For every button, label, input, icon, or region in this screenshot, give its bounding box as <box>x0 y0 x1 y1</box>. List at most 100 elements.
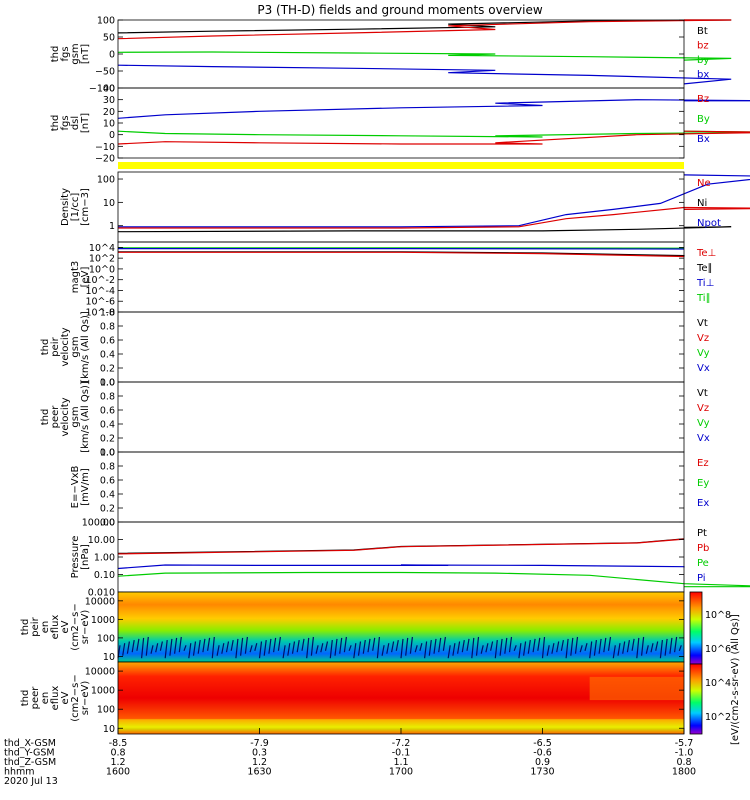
peir_eflux-ytick-label: 10 <box>103 652 115 663</box>
peir_eflux-ylabel-line: eflux <box>50 615 61 640</box>
fgs_gsm-ytick-label: 100 <box>97 16 115 27</box>
footer-value: -0.1 <box>392 748 411 759</box>
peer_velocity-ytick-label: 0.8 <box>100 392 115 403</box>
fgs_dsl-ytick-label: 40 <box>103 84 115 95</box>
efield-ytick-label: 0.4 <box>100 490 115 501</box>
pressure-ylabel-line: [nPa] <box>80 544 91 570</box>
density-ytick-label: 100 <box>97 175 115 186</box>
colorbar-label: [eV/(cm2-s-sr-eV) (All Qs)] <box>730 614 741 745</box>
peir_velocity-legend-Vt: Vt <box>697 318 708 329</box>
density-legend-Ne: Ne <box>697 178 711 189</box>
temperature-ytick-label: 10^4 <box>89 243 115 254</box>
fgs_dsl-ylabel-line: [nT] <box>80 113 91 133</box>
pressure-ytick-label: 10.00 <box>88 535 115 546</box>
efield-legend-Ex: Ex <box>697 498 709 509</box>
peer_eflux-ylabel-line: eflux <box>50 686 61 711</box>
pressure-ytick-label: 0.010 <box>88 588 115 599</box>
density-ylabel-line: [cm−3] <box>80 188 91 226</box>
series-density-Npot <box>118 174 750 228</box>
efield-ylabel: E=−VxB [mV/m] <box>70 466 91 509</box>
series-fgs_dsl-Bx <box>117 99 750 119</box>
efield-ylabel-line: E=−VxB <box>70 466 81 509</box>
footer-value: -7.2 <box>392 738 411 749</box>
footer-value: 1.2 <box>110 757 125 768</box>
colorbar-tick: 10^8 <box>705 610 731 621</box>
pressure-ylabel: Pressure [nPa] <box>70 536 91 579</box>
temperature-legend-Te⊥: Te⊥ <box>696 248 716 259</box>
fgs_gsm-ytick-label: −50 <box>95 67 115 78</box>
footer-value: 1630 <box>247 767 271 778</box>
temperature-ylabel-line: magt3 <box>70 261 81 294</box>
peer_eflux-ylabel: thd peer en eflux eV (cm2−s− sr−eV) <box>20 674 91 721</box>
peir_velocity-ytick-label: 0.6 <box>100 336 115 347</box>
fgs_gsm-frame <box>117 19 685 89</box>
fgs_gsm-ylabel-line: [nT] <box>80 44 91 64</box>
peer_velocity-ytick-label: 0.6 <box>100 406 115 417</box>
peir_eflux-ytick-label: 1000 <box>91 615 115 626</box>
peir_eflux-ytick-label: 10000 <box>85 596 115 607</box>
peir_velocity-legend-Vx: Vx <box>697 363 710 374</box>
fgs_gsm-legend-by: by <box>697 55 709 66</box>
density-ytick-label: 10 <box>103 198 115 209</box>
panel-pressure: 100.00 10.00 1.00 0.10 0.010 Pressure [nPa] Pt P… <box>70 518 750 599</box>
peer_eflux-ylabel-line: sr−eV) <box>80 681 91 716</box>
efield-legend-Ez: Ez <box>697 458 709 469</box>
panel-density: 100 10 1 Density [1/cc] [cm−3] Ne Ni Npot <box>60 171 750 243</box>
footer-value: 0.8 <box>110 748 125 759</box>
fgs_dsl-ylabel-line: thd <box>50 115 61 132</box>
temperature-ytick-label: 10^-2 <box>85 275 115 286</box>
pressure-ytick-label: 1.00 <box>94 553 115 564</box>
panel-peer_velocity: 1.0 0.8 0.6 0.4 0.2 0.0 thd peer velocity gsm [km/… <box>40 378 710 459</box>
peer_velocity-frame <box>117 381 685 453</box>
pressure-frame <box>117 521 685 593</box>
peer_velocity-ytick-label: 0.4 <box>100 420 115 431</box>
peer_eflux-ylabel-line: peer <box>30 686 41 710</box>
footer-row-label: hhmm <box>4 767 35 778</box>
colorbar-upper <box>689 591 703 665</box>
ion-noise-band <box>117 636 682 659</box>
peer_velocity-legend-Vt: Vt <box>697 388 708 399</box>
series-pressure-Pi <box>117 564 685 570</box>
footer-row-label: thd_Y-GSM <box>4 748 55 759</box>
pressure-legend-Pe: Pe <box>697 558 709 569</box>
fgs_dsl-ylabel: thd fgs dsl [nT] <box>50 113 91 133</box>
peer_eflux-ytick-label: 1000 <box>91 686 115 697</box>
density-legend-Npot: Npot <box>697 218 721 229</box>
temperature-ylabel-line: [eV] <box>80 267 91 288</box>
density-ytick-label: 1 <box>109 221 115 232</box>
footer-value: 1730 <box>530 767 554 778</box>
fgs_gsm-ytick-label: 50 <box>103 33 115 44</box>
peer_velocity-ytick-label: 1.0 <box>100 378 115 389</box>
pressure-ylabel-line: Pressure <box>70 536 81 579</box>
fgs_dsl-legend-By: By <box>697 114 710 125</box>
fgs_dsl-ytick-label: 30 <box>103 95 115 106</box>
peir_velocity-ytick-label: 0.2 <box>100 364 115 375</box>
efield-ytick-label: 0.8 <box>100 462 115 473</box>
fgs_dsl-ytick-label: −20 <box>95 154 115 165</box>
fgs_gsm-ylabel-line: thd <box>50 46 61 63</box>
series-temperature-Te⊥ <box>118 251 685 258</box>
peer_eflux-ylabel-line: eV <box>60 691 71 704</box>
fgs_gsm-ylabel-line: fgs <box>60 46 71 61</box>
fgs_gsm-legend-bz: bz <box>697 41 709 52</box>
peir_velocity-legend-Vy: Vy <box>697 348 710 359</box>
density-ylabel-line: [1/cc] <box>70 193 81 222</box>
peer_velocity-ylabel-line: thd <box>40 409 51 426</box>
fgs_gsm-ytick-label: 0 <box>109 50 115 61</box>
peer_velocity-legend-Vx: Vx <box>697 433 710 444</box>
peir_eflux-ylabel: thd peir en eflux eV (cm2−s− sr−eV) <box>20 603 91 650</box>
fgs_gsm-ylabel-line: gsm <box>70 43 81 64</box>
peer_eflux-ytick-label: 10 <box>103 724 115 735</box>
temperature-ytick-label: 10^-4 <box>85 286 115 297</box>
footer-value: 0.8 <box>676 757 691 768</box>
fgs_dsl-legend-Bz: Bz <box>697 94 709 105</box>
fgs_dsl-ytick-label: −10 <box>95 142 115 153</box>
temperature-legend-Ti⊥: Ti⊥ <box>696 278 714 289</box>
peer_velocity-ytick-label: 0.0 <box>100 448 115 459</box>
efield-legend-Ey: Ey <box>697 478 709 489</box>
efield-ytick-label: 0.2 <box>100 504 115 515</box>
density-ylabel-line: Density <box>60 188 71 226</box>
